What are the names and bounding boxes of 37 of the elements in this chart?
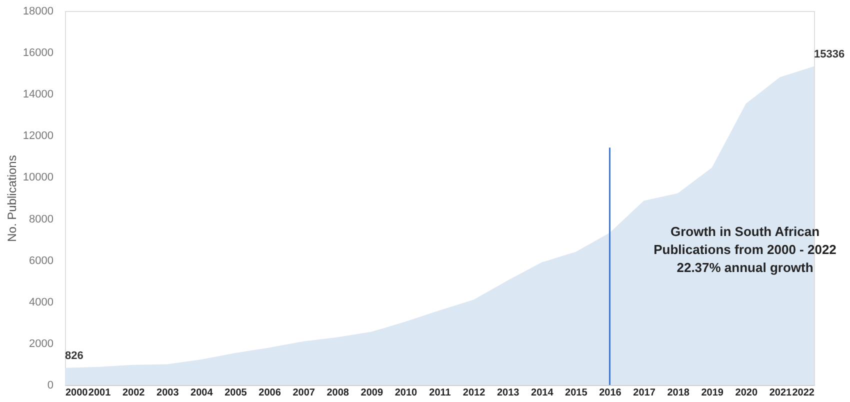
x-tick-label: 2012 bbox=[462, 388, 486, 398]
y-tick-label: 6000 bbox=[29, 254, 54, 267]
x-tick-label: 2022 bbox=[792, 388, 815, 398]
x-tick-label: 2016 bbox=[599, 388, 622, 398]
data-label: 826 bbox=[65, 350, 84, 362]
y-tick-label: 10000 bbox=[22, 172, 54, 184]
x-tick-label: 2019 bbox=[701, 388, 724, 398]
y-tick-label: 14000 bbox=[22, 88, 54, 101]
x-tick-label: 2014 bbox=[531, 388, 554, 398]
y-tick-label: 12000 bbox=[22, 130, 54, 142]
x-tick-label: 2003 bbox=[156, 388, 180, 398]
x-tick-label: 2013 bbox=[496, 388, 520, 398]
x-tick-label: 2007 bbox=[292, 388, 316, 398]
y-tick-label: 0 bbox=[47, 380, 54, 392]
x-tick-label: 2021 bbox=[769, 388, 792, 398]
y-tick-label: 16000 bbox=[22, 47, 54, 60]
x-tick-label: 2010 bbox=[394, 388, 418, 398]
y-tick-label: 18000 bbox=[22, 6, 54, 18]
y-tick-label: 4000 bbox=[29, 296, 54, 308]
y-tick-label: 8000 bbox=[29, 213, 54, 226]
data-label: 15336 bbox=[814, 48, 845, 60]
x-tick-label: 2008 bbox=[326, 388, 350, 398]
x-tick-label: 2020 bbox=[735, 388, 758, 398]
annotation: Growth in South African Publications from 2000 - 2022 22.37% annual growth bbox=[654, 224, 836, 276]
x-tick-label: 2000 bbox=[66, 388, 88, 398]
y-tick-label: 2000 bbox=[29, 338, 54, 350]
x-tick-label: 2001 bbox=[88, 388, 112, 398]
x-tick-label: 2011 bbox=[429, 388, 452, 398]
x-tick-label: 2006 bbox=[258, 388, 282, 398]
x-tick-label: 2005 bbox=[224, 388, 248, 398]
x-tick-label: 2018 bbox=[667, 388, 690, 398]
x-tick-label: 2004 bbox=[190, 388, 214, 398]
x-tick-label: 2017 bbox=[633, 388, 656, 398]
x-tick-label: 2009 bbox=[360, 388, 384, 398]
x-tick-label: 2015 bbox=[565, 388, 588, 398]
y-axis-title: No. Publications bbox=[4, 155, 19, 242]
x-tick-label: 2002 bbox=[122, 388, 146, 398]
